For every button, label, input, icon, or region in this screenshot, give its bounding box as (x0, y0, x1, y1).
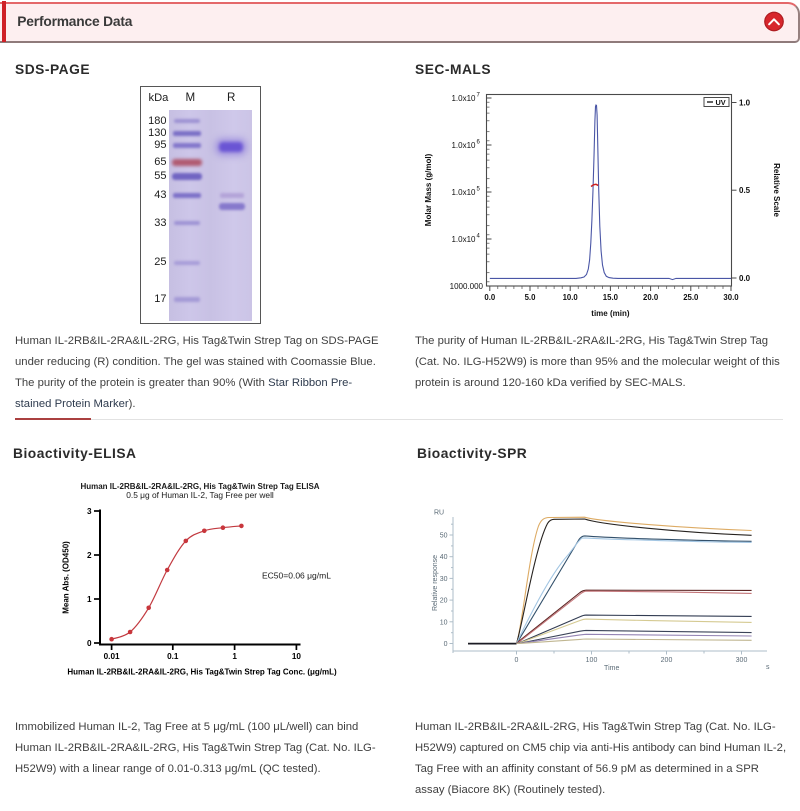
svg-text:10: 10 (440, 619, 448, 626)
svg-text:Mean Abs. (OD450): Mean Abs. (OD450) (62, 541, 71, 614)
svg-text:0.01: 0.01 (104, 652, 120, 661)
svg-text:40: 40 (440, 554, 448, 561)
svg-text:0.0: 0.0 (484, 293, 496, 302)
svg-text:25.0: 25.0 (683, 293, 699, 302)
svg-text:0: 0 (87, 639, 92, 648)
svg-text:0.5 μg of Human IL-2, Tag Free: 0.5 μg of Human IL-2, Tag Free per well (126, 490, 274, 500)
svg-text:1000.000: 1000.000 (450, 282, 484, 291)
svg-text:Relative Scale: Relative Scale (772, 163, 781, 217)
svg-text:1.0x10: 1.0x10 (451, 188, 476, 197)
svg-text:Human IL-2RB&IL-2RA&IL-2RG, Hi: Human IL-2RB&IL-2RA&IL-2RG, His Tag&Twin… (80, 482, 319, 491)
svg-text:10.0: 10.0 (563, 293, 579, 302)
svg-text:1.0x10: 1.0x10 (451, 94, 476, 103)
svg-text:0.5: 0.5 (739, 186, 751, 195)
svg-text:Relative response: Relative response (432, 555, 439, 611)
svg-text:20: 20 (440, 598, 448, 605)
svg-text:15.0: 15.0 (603, 293, 619, 302)
svg-text:EC50=0.06 μg/mL: EC50=0.06 μg/mL (262, 571, 331, 581)
svg-text:0: 0 (444, 641, 448, 648)
svg-text:1.0: 1.0 (739, 99, 751, 108)
svg-text:3: 3 (87, 507, 92, 516)
svg-text:4: 4 (477, 234, 481, 240)
svg-text:1.0x10: 1.0x10 (451, 141, 476, 150)
svg-text:UV: UV (716, 98, 726, 107)
svg-text:1.0x10: 1.0x10 (451, 235, 476, 244)
svg-text:200: 200 (661, 657, 673, 664)
svg-text:6: 6 (477, 140, 481, 146)
svg-text:5.0: 5.0 (525, 293, 537, 302)
svg-text:0: 0 (515, 657, 519, 664)
svg-text:Human IL-2RB&IL-2RA&IL-2RG, Hi: Human IL-2RB&IL-2RA&IL-2RG, His Tag&Twin… (67, 668, 337, 677)
svg-text:0.0: 0.0 (739, 274, 751, 283)
svg-text:Time: Time (604, 665, 619, 672)
svg-text:5: 5 (477, 187, 481, 193)
svg-text:2: 2 (87, 551, 92, 560)
svg-text:50: 50 (440, 533, 448, 540)
svg-text:20.0: 20.0 (643, 293, 659, 302)
svg-text:100: 100 (586, 657, 598, 664)
svg-text:0.1: 0.1 (167, 652, 179, 661)
svg-text:1: 1 (87, 595, 92, 604)
svg-text:s: s (766, 664, 770, 671)
svg-text:300: 300 (736, 657, 748, 664)
svg-text:Molar Mass (g/mol): Molar Mass (g/mol) (424, 153, 433, 226)
svg-text:30.0: 30.0 (723, 293, 739, 302)
svg-text:10: 10 (292, 652, 302, 661)
svg-text:7: 7 (477, 93, 481, 99)
svg-text:1: 1 (232, 652, 237, 661)
svg-text:30: 30 (440, 576, 448, 583)
svg-text:time (min): time (min) (591, 309, 630, 318)
svg-text:RU: RU (434, 510, 444, 517)
